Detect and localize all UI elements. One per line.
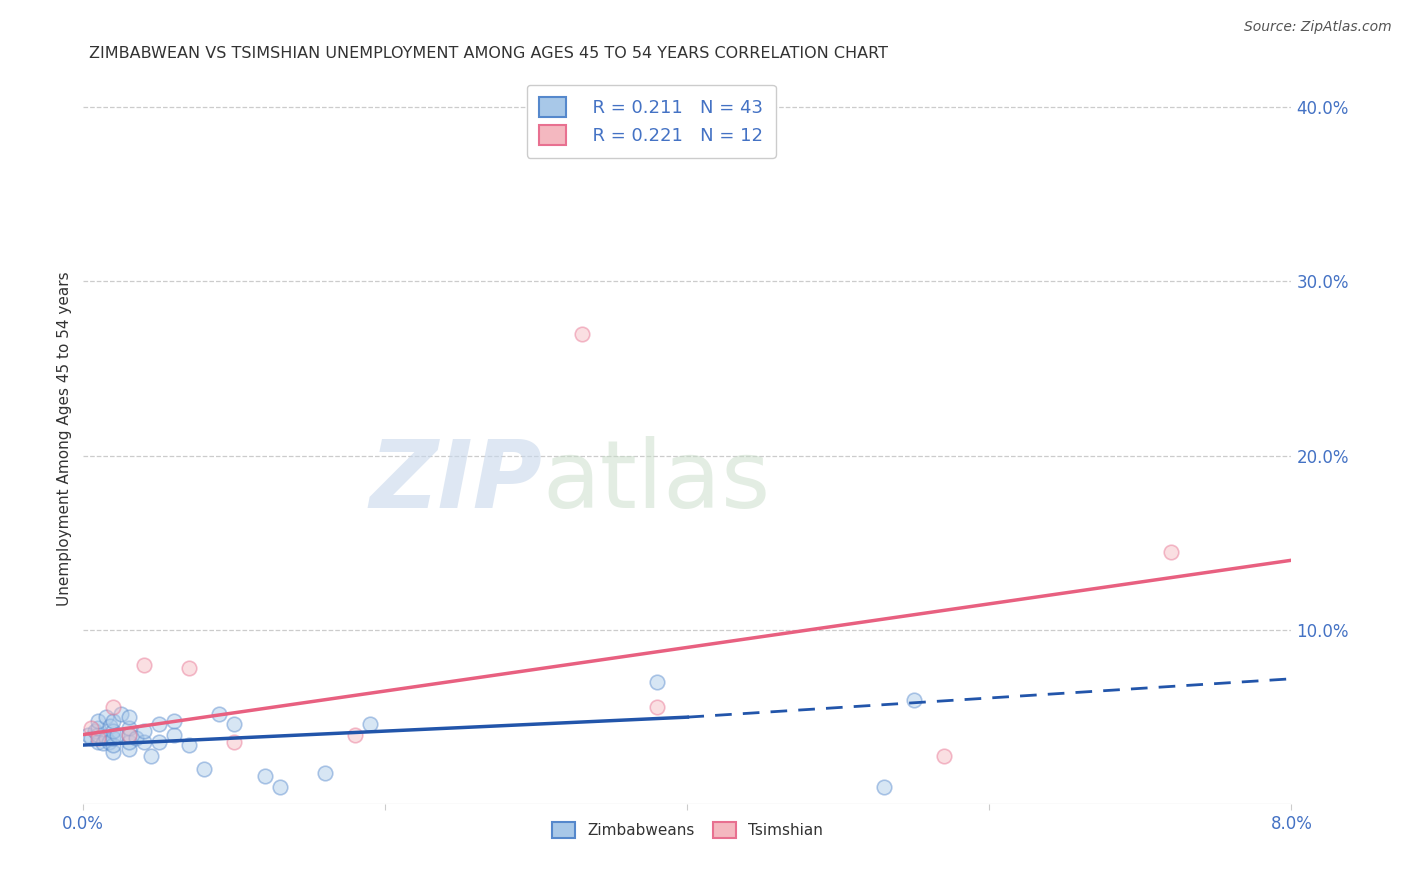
Point [1160,544,1182,558]
Point [645,675,668,690]
Point [94,731,117,745]
Point [645,699,668,714]
Point [80,721,103,735]
Point [253,769,276,783]
Point [571,326,593,341]
Point [163,728,186,742]
Point [80,731,103,745]
Point [141,748,163,763]
Point [177,738,200,752]
Point [873,780,896,794]
Point [97,734,120,748]
Point [132,734,155,748]
Point [359,717,381,731]
Text: ZIP: ZIP [370,436,543,528]
Point [117,728,139,742]
Point [103,699,125,714]
Point [208,706,231,721]
Point [91,736,114,750]
Point [76,728,98,742]
Point [105,728,128,742]
Point [100,719,122,733]
Point [148,717,170,731]
Point [117,721,139,735]
Point [87,714,110,728]
Point [193,763,215,777]
Legend: Zimbabweans, Tsimshian: Zimbabweans, Tsimshian [546,816,830,844]
Point [903,692,925,706]
Point [87,734,110,748]
Point [224,717,246,731]
Point [224,734,246,748]
Point [314,766,336,780]
Point [110,706,132,721]
Point [148,734,170,748]
Point [177,661,200,675]
Point [87,721,110,735]
Point [103,745,125,759]
Point [125,731,148,745]
Point [94,710,117,724]
Text: ZIMBABWEAN VS TSIMSHIAN UNEMPLOYMENT AMONG AGES 45 TO 54 YEARS CORRELATION CHART: ZIMBABWEAN VS TSIMSHIAN UNEMPLOYMENT AMO… [90,46,889,62]
Point [84,724,107,739]
Point [163,714,186,728]
Point [103,714,125,728]
Point [103,738,125,752]
Point [117,741,139,756]
Point [87,728,110,742]
Point [117,710,139,724]
Point [87,731,110,745]
Point [269,780,291,794]
Point [344,728,367,742]
Y-axis label: Unemployment Among Ages 45 to 54 years: Unemployment Among Ages 45 to 54 years [58,271,72,606]
Point [932,748,955,763]
Point [132,724,155,739]
Point [103,724,125,739]
Text: atlas: atlas [543,436,770,528]
Point [132,657,155,672]
Point [103,731,125,745]
Point [117,734,139,748]
Point [117,728,139,742]
Text: Source: ZipAtlas.com: Source: ZipAtlas.com [1244,20,1392,34]
